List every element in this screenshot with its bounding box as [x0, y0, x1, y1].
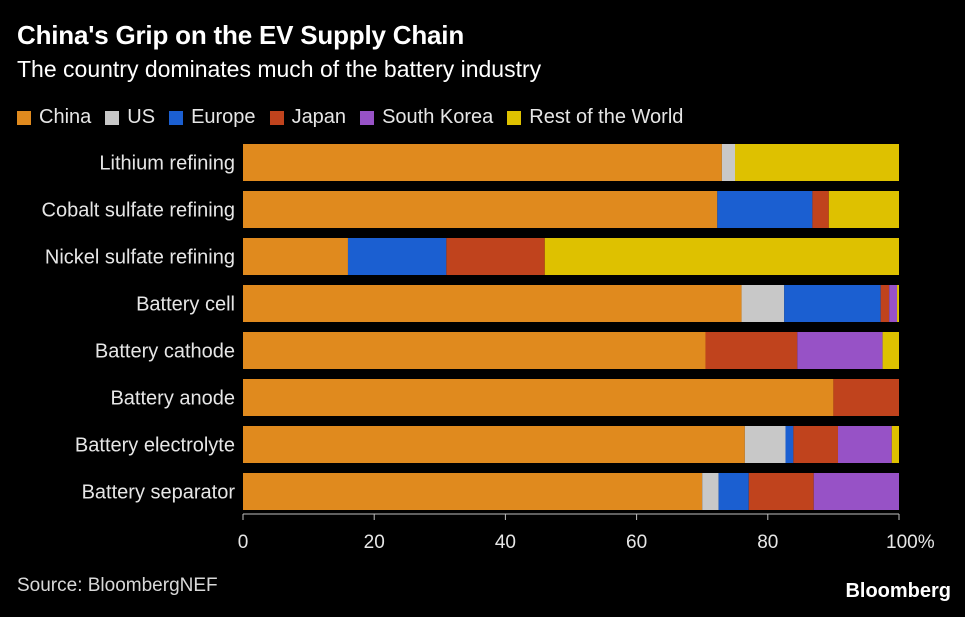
bar-segment-japan — [793, 426, 838, 463]
legend-label: Europe — [191, 106, 256, 128]
bar-segment-europe — [718, 473, 749, 510]
legend-label: China — [39, 106, 92, 128]
bar-segment-china — [243, 332, 706, 369]
x-tick-label: 40 — [495, 532, 516, 553]
category-label: Cobalt sulfate refining — [42, 200, 235, 222]
category-label: Battery separator — [82, 482, 236, 504]
bar-segment-south-korea — [837, 426, 892, 463]
legend-swatch — [169, 110, 184, 125]
chart-legend: China US Europe Japan South Korea Rest of the… — [17, 106, 697, 129]
bloomberg-logo: Bloomberg — [845, 580, 951, 602]
legend-item-us: US — [105, 106, 155, 129]
bar-segment-china — [243, 191, 718, 228]
bar-segment-rest-of-the-world — [544, 238, 899, 275]
bar-segment-japan — [705, 332, 798, 369]
bar-segment-us — [741, 285, 785, 322]
legend-swatch — [360, 110, 375, 125]
bar-segment-china — [243, 144, 722, 181]
legend-swatch — [507, 110, 522, 125]
legend-item-rest-of-the-world: Rest of the World — [507, 106, 683, 129]
category-label: Lithium refining — [99, 153, 235, 175]
source-note: Source: BloombergNEF — [17, 575, 218, 596]
bar-segment-rest-of-the-world — [882, 332, 899, 369]
bar-segment-europe — [717, 191, 813, 228]
bar-segment-south-korea — [889, 285, 898, 322]
bar-segment-us — [744, 426, 786, 463]
bar-segment-rest-of-the-world — [735, 144, 899, 181]
bar-segment-china — [243, 285, 742, 322]
legend-label: Japan — [291, 106, 347, 128]
legend-label: Rest of the World — [529, 106, 684, 128]
category-label: Battery cell — [136, 294, 235, 316]
bar-segment-japan — [748, 473, 814, 510]
bar-segment-us — [721, 144, 735, 181]
bar-segment-china — [243, 238, 348, 275]
legend-item-europe: Europe — [169, 106, 256, 129]
bar-segment-europe — [785, 426, 794, 463]
bar-segment-china — [243, 379, 834, 416]
bar-segment-japan — [833, 379, 899, 416]
bar-segment-rest-of-the-world — [897, 285, 899, 322]
x-tick-label: 100% — [886, 532, 935, 553]
legend-item-china: China — [17, 106, 91, 129]
x-tick-label: 60 — [626, 532, 647, 553]
x-tick-label: 0 — [238, 532, 249, 553]
bar-segment-south-korea — [813, 473, 899, 510]
chart-subtitle: The country dominates much of the batter… — [17, 56, 542, 82]
category-label: Battery electrolyte — [75, 435, 235, 457]
category-label: Battery anode — [110, 388, 235, 410]
bar-segment-china — [243, 473, 703, 510]
bar-segment-rest-of-the-world — [828, 191, 899, 228]
x-tick-label: 20 — [364, 532, 385, 553]
category-label: Battery cathode — [95, 341, 235, 363]
category-label: Nickel sulfate refining — [45, 247, 235, 269]
legend-item-south-korea: South Korea — [360, 106, 493, 129]
bar-segment-china — [243, 426, 745, 463]
legend-label: South Korea — [382, 106, 494, 128]
legend-swatch — [269, 110, 284, 125]
bar-segment-south-korea — [797, 332, 883, 369]
legend-swatch — [105, 110, 120, 125]
chart-title: China's Grip on the EV Supply Chain — [17, 20, 464, 50]
legend-swatch — [17, 110, 31, 125]
bar-segment-rest-of-the-world — [891, 426, 899, 463]
legend-label: US — [127, 106, 156, 128]
legend-item-japan: Japan — [269, 106, 347, 129]
bar-segment-japan — [812, 191, 829, 228]
bar-segment-europe — [347, 238, 447, 275]
bar-segment-europe — [784, 285, 881, 322]
bar-segment-us — [702, 473, 719, 510]
x-tick-label: 80 — [757, 532, 778, 553]
bar-segment-japan — [446, 238, 545, 275]
bar-segment-japan — [880, 285, 890, 322]
